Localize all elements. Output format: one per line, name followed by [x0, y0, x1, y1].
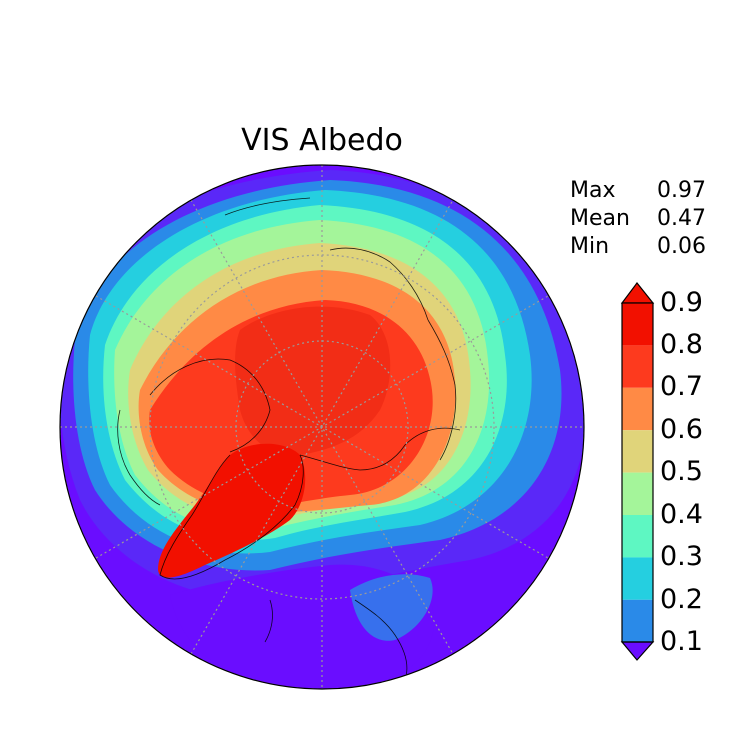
colorbar-tick-0.5: 0.5 [660, 456, 703, 487]
colorbar-tick-0.9: 0.9 [660, 287, 703, 318]
colorbar-tick-0.2: 0.2 [660, 584, 703, 615]
colorbar-frame [621, 302, 654, 643]
map-boundary [59, 164, 585, 690]
coastlines [117, 197, 461, 681]
colorbar-segment-0.8 [622, 345, 653, 388]
stat-mean-label: Mean [570, 206, 630, 231]
stat-max-label: Max [570, 178, 616, 203]
colorbar-tick-0.6: 0.6 [660, 414, 703, 445]
colorbar-segment-0.9 [622, 303, 653, 346]
colorbar-tick-0.3: 0.3 [660, 541, 703, 572]
colorbar-segment-0.2 [622, 599, 653, 642]
colorbar-segment-0.5 [622, 472, 653, 515]
colorbar-segment-0.4 [622, 515, 653, 558]
colorbar-segment-0.6 [622, 430, 653, 473]
map-title: VIS Albedo [241, 123, 403, 158]
colorbar-extend-bottom [620, 641, 655, 661]
stat-mean-value: 0.47 [657, 206, 706, 231]
colorbar-extend-top [620, 282, 655, 304]
greenland-ice [158, 443, 306, 578]
stat-max-value: 0.97 [657, 178, 706, 203]
stat-min-label: Min [570, 234, 610, 259]
colorbar-tick-0.4: 0.4 [660, 499, 703, 530]
colorbar-segment-0.7 [622, 387, 653, 431]
colorbar-tick-0.8: 0.8 [660, 329, 703, 360]
colorbar-tick-0.1: 0.1 [660, 626, 703, 657]
albedo-field [60, 165, 584, 689]
graticule [60, 165, 584, 689]
colorbar-tick-0.7: 0.7 [660, 371, 703, 402]
stat-min-value: 0.06 [657, 234, 706, 259]
colorbar [620, 282, 655, 661]
scandinavia-region [350, 574, 433, 641]
colorbar-segment-0.3 [622, 557, 653, 600]
